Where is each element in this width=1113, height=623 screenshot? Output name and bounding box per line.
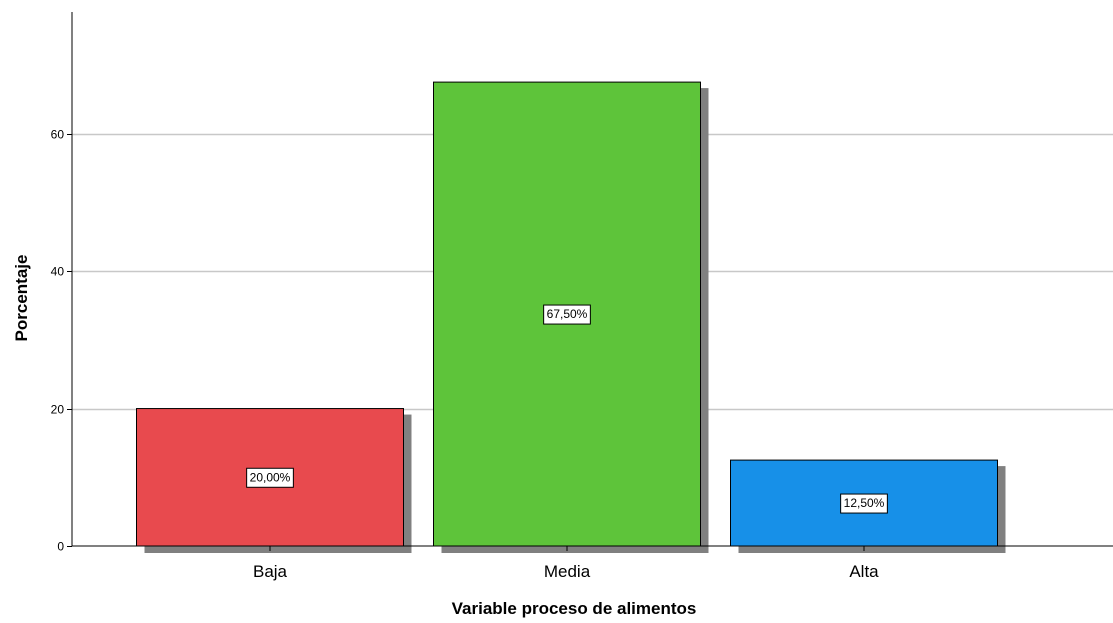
data-label: 67,50%	[543, 304, 591, 325]
y-tick-label: 60	[51, 128, 65, 142]
data-labels: 20,00% 67,50% 12,50%	[246, 304, 888, 514]
bars	[136, 81, 1006, 553]
y-tick-label: 0	[57, 540, 64, 554]
x-tick-label: Media	[544, 562, 591, 581]
data-label-text: 67,50%	[547, 307, 588, 321]
bar-alta	[730, 459, 998, 547]
data-label-box	[840, 493, 888, 514]
x-ticks: Baja Media Alta	[253, 546, 879, 581]
x-axis-title: Variable proceso de alimentos	[452, 599, 697, 618]
axes	[71, 12, 1113, 547]
data-label: 20,00%	[246, 467, 294, 488]
y-tick-label: 20	[51, 403, 65, 417]
data-label-box	[246, 467, 294, 488]
data-label: 12,50%	[840, 493, 888, 514]
y-ticks: 0 20 40 60	[51, 128, 72, 554]
y-axis-title: Porcentaje	[12, 255, 31, 342]
data-label-box	[543, 304, 591, 325]
y-tick-label: 40	[51, 265, 65, 279]
data-label-text: 20,00%	[250, 470, 291, 484]
data-label-text: 12,50%	[844, 496, 885, 510]
x-tick-label: Alta	[849, 562, 879, 581]
x-tick-label: Baja	[253, 562, 288, 581]
